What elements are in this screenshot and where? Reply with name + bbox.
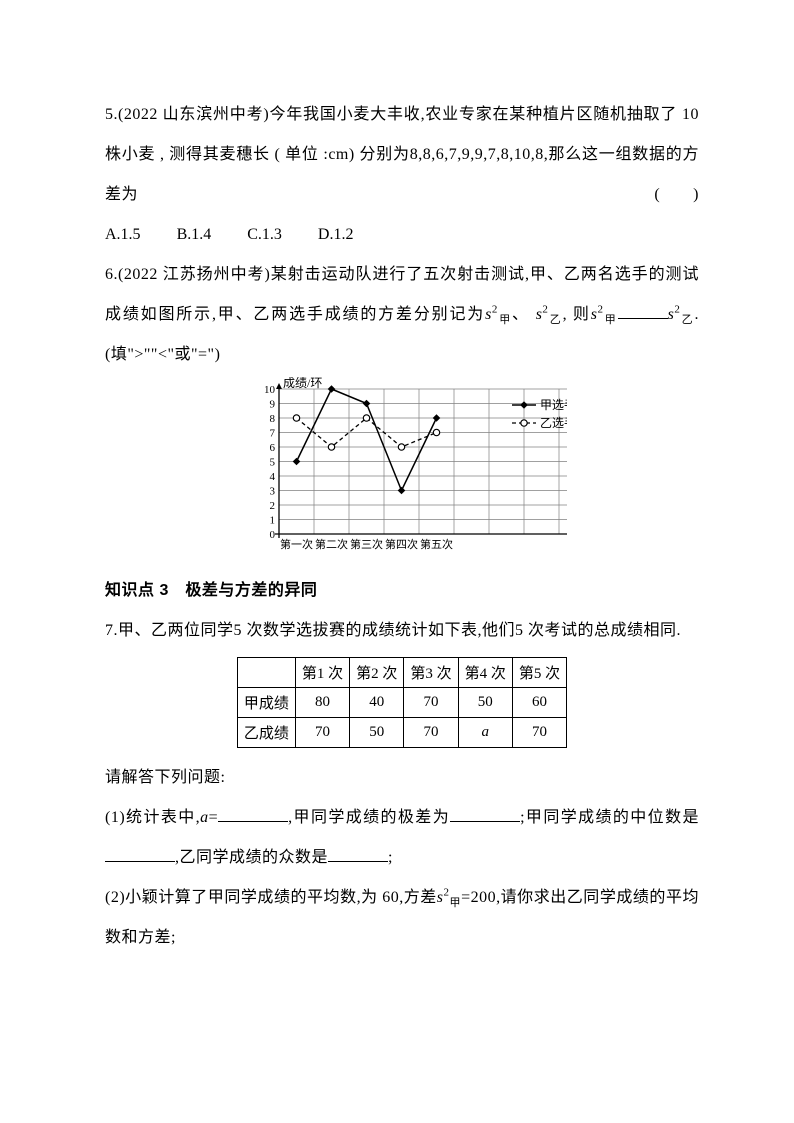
q5-opt-a: A.1.5 bbox=[105, 226, 141, 243]
q6-sub4: 乙 bbox=[680, 314, 694, 326]
q7-intro: 7.甲、乙两位同学5 次数学选拔赛的成绩统计如下表,他们5 次考试的总成绩相同. bbox=[105, 611, 699, 651]
q7-p1b: ,甲同学成绩的极差为 bbox=[288, 809, 450, 826]
q6-comma: 、 bbox=[512, 306, 530, 323]
q5-paren: ( ) bbox=[654, 175, 699, 215]
table-cell: 甲成绩 bbox=[237, 688, 295, 718]
line-chart: 成绩/环012345678910第一次第二次第三次第四次第五次次序甲选手乙选手 bbox=[237, 377, 567, 562]
table-header: 第3 次 bbox=[404, 658, 458, 688]
kp3-title: 知识点 3 极差与方差的异同 bbox=[105, 571, 699, 611]
table-header bbox=[237, 658, 295, 688]
table-cell: 70 bbox=[295, 718, 349, 748]
q7-p1: (1)统计表中,a= ,甲同学成绩的极差为 ;甲同学成绩的中位数是 ,乙同学成绩的众数… bbox=[105, 798, 699, 878]
svg-text:第二次: 第二次 bbox=[315, 537, 348, 551]
q6-blank bbox=[618, 303, 668, 319]
q6-var1: s bbox=[485, 306, 492, 323]
q5-opt-b: B.1.4 bbox=[177, 226, 212, 243]
table-header: 第4 次 bbox=[458, 658, 512, 688]
table-header: 第5 次 bbox=[512, 658, 566, 688]
q7-p2sub: 甲 bbox=[450, 897, 462, 909]
svg-text:8: 8 bbox=[270, 413, 276, 425]
table-row: 乙成绩705070a70 bbox=[237, 718, 566, 748]
q5-opt-d: D.1.2 bbox=[318, 226, 354, 243]
q7-p1c: ;甲同学成绩的中位数是 bbox=[520, 809, 699, 826]
svg-text:5: 5 bbox=[270, 457, 276, 469]
svg-text:4: 4 bbox=[270, 471, 276, 483]
q5-text: 5.(2022 山东滨州中考)今年我国小麦大丰收,农业专家在某种植片区随机抽取了… bbox=[105, 95, 699, 215]
table-cell: 70 bbox=[404, 688, 458, 718]
q7-p1eq: = bbox=[209, 809, 219, 826]
q7-p1e: ; bbox=[388, 849, 393, 866]
q7-table-wrap: 第1 次第2 次第3 次第4 次第5 次甲成绩8040705060乙成绩7050… bbox=[105, 657, 699, 748]
q6-sub2: 乙 bbox=[548, 314, 562, 326]
q7-p2: (2)小颖计算了甲同学成绩的平均数,为 60,方差s2甲=200,请你求出乙同学… bbox=[105, 878, 699, 958]
q7-table: 第1 次第2 次第3 次第4 次第5 次甲成绩8040705060乙成绩7050… bbox=[237, 657, 567, 748]
table-cell: 70 bbox=[512, 718, 566, 748]
q6-text: 6.(2022 江苏扬州中考)某射击运动队进行了五次射击测试,甲、乙两名选手的测… bbox=[105, 255, 699, 375]
svg-text:乙选手: 乙选手 bbox=[540, 416, 567, 430]
svg-text:第三次: 第三次 bbox=[350, 537, 383, 551]
svg-text:甲选手: 甲选手 bbox=[540, 398, 567, 412]
svg-text:2: 2 bbox=[270, 500, 276, 512]
table-cell: 50 bbox=[458, 688, 512, 718]
svg-text:0: 0 bbox=[270, 529, 276, 541]
q6-sub3: 甲 bbox=[603, 314, 617, 326]
table-cell: 80 bbox=[295, 688, 349, 718]
svg-text:第一次: 第一次 bbox=[280, 537, 313, 551]
q6-sub1: 甲 bbox=[498, 314, 512, 326]
svg-text:成绩/环: 成绩/环 bbox=[283, 377, 322, 390]
q7-p1d: ,乙同学成绩的众数是 bbox=[175, 849, 328, 866]
q5-options: A.1.5 B.1.4 C.1.3 D.1.2 bbox=[105, 215, 699, 255]
svg-text:3: 3 bbox=[270, 486, 276, 498]
svg-text:7: 7 bbox=[270, 428, 276, 440]
q7-prompt: 请解答下列问题: bbox=[105, 758, 699, 798]
svg-text:第四次: 第四次 bbox=[385, 537, 418, 551]
svg-text:9: 9 bbox=[270, 399, 276, 411]
q7-p1a: (1)统计表中, bbox=[105, 809, 200, 826]
q5-body: 5.(2022 山东滨州中考)今年我国小麦大丰收,农业专家在某种植片区随机抽取了… bbox=[105, 106, 699, 203]
q7-blank1 bbox=[218, 806, 288, 822]
table-header: 第1 次 bbox=[295, 658, 349, 688]
q5-opt-c: C.1.3 bbox=[247, 226, 282, 243]
q7-blank4 bbox=[328, 846, 388, 862]
q6-line2a: 则 bbox=[573, 306, 591, 323]
chart: 成绩/环012345678910第一次第二次第三次第四次第五次次序甲选手乙选手 bbox=[105, 377, 699, 567]
q7-blank3 bbox=[105, 846, 175, 862]
q7-p1var: a bbox=[200, 809, 209, 826]
table-header: 第2 次 bbox=[350, 658, 404, 688]
q7-p2a: (2)小颖计算了甲同学成绩的平均数,为 60,方差 bbox=[105, 889, 437, 906]
q7-p2var: s bbox=[437, 889, 444, 906]
table-cell: 60 bbox=[512, 688, 566, 718]
table-cell: 40 bbox=[350, 688, 404, 718]
table-cell: 乙成绩 bbox=[237, 718, 295, 748]
table-row: 甲成绩8040705060 bbox=[237, 688, 566, 718]
svg-text:1: 1 bbox=[270, 515, 276, 527]
table-cell: a bbox=[458, 718, 512, 748]
svg-text:6: 6 bbox=[270, 442, 276, 454]
svg-text:第五次: 第五次 bbox=[420, 537, 453, 551]
svg-text:10: 10 bbox=[264, 384, 276, 396]
table-cell: 50 bbox=[350, 718, 404, 748]
table-cell: 70 bbox=[404, 718, 458, 748]
q7-blank2 bbox=[450, 806, 520, 822]
